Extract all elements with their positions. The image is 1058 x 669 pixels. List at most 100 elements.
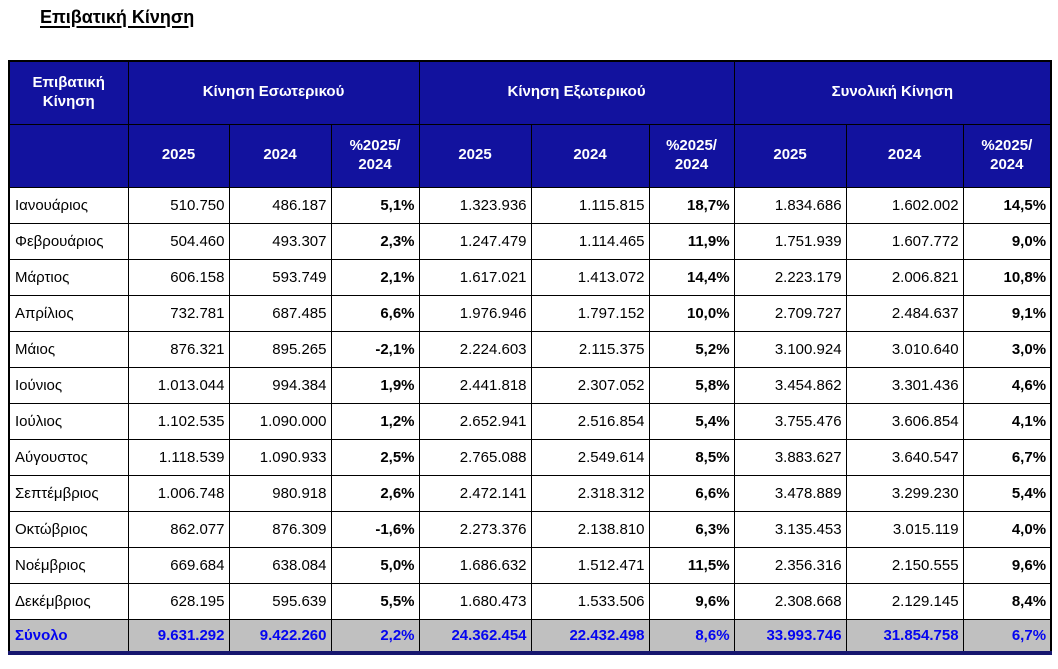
percent-cell: 5,4% [648, 402, 735, 440]
value-cell: 1.413.072 [530, 258, 650, 296]
percent-cell: 11,5% [648, 546, 735, 584]
table-row: Σεπτέμβριος 1.006.748 980.918 2,6% 2.472.141… [8, 474, 1052, 512]
value-cell: 1.115.815 [530, 186, 650, 224]
value-cell: 3.015.119 [845, 510, 964, 548]
percent-cell: 18,7% [648, 186, 735, 224]
percent-cell: 9,6% [962, 546, 1052, 584]
value-cell: 1.102.535 [127, 402, 230, 440]
month-cell: Αύγουστος [8, 438, 129, 476]
percent-cell: 1,2% [330, 402, 420, 440]
value-cell: 687.485 [228, 294, 332, 332]
month-cell: Φεβρουάριος [8, 222, 129, 260]
value-cell: 3.100.924 [733, 330, 847, 368]
value-cell: 876.309 [228, 510, 332, 548]
pct-header: %2025/ 2024 [330, 123, 420, 188]
value-cell: 1.247.479 [418, 222, 532, 260]
corner-header-cell: Επιβατική Κίνηση [8, 60, 129, 125]
value-cell: 3.454.862 [733, 366, 847, 404]
value-cell: 2.138.810 [530, 510, 650, 548]
value-cell: 3.299.230 [845, 474, 964, 512]
value-cell: 510.750 [127, 186, 230, 224]
value-cell: 1.114.465 [530, 222, 650, 260]
value-cell: 1.323.936 [418, 186, 532, 224]
month-cell: Μάρτιος [8, 258, 129, 296]
value-cell: 3.640.547 [845, 438, 964, 476]
percent-cell: 5,5% [330, 582, 420, 620]
percent-cell: 11,9% [648, 222, 735, 260]
year-header-2025: 2025 [733, 123, 847, 188]
value-cell: 732.781 [127, 294, 230, 332]
value-cell: 2.765.088 [418, 438, 532, 476]
page-title: Επιβατική Κίνηση [40, 7, 195, 27]
percent-cell: 10,8% [962, 258, 1052, 296]
pct-header: %2025/ 2024 [648, 123, 735, 188]
month-cell: Ιούνιος [8, 366, 129, 404]
value-cell: 3.301.436 [845, 366, 964, 404]
table-row: Ιούλιος 1.102.535 1.090.000 1,2% 2.652.941 2.… [8, 402, 1052, 440]
value-cell: 3.883.627 [733, 438, 847, 476]
value-cell: 638.084 [228, 546, 332, 584]
month-cell: Απρίλιος [8, 294, 129, 332]
value-cell: 9.631.292 [127, 618, 230, 654]
year-header-2024: 2024 [228, 123, 332, 188]
percent-cell: -2,1% [330, 330, 420, 368]
table-row: Δεκέμβριος 628.195 595.639 5,5% 1.680.473 1.5… [8, 582, 1052, 620]
percent-cell: 5,0% [330, 546, 420, 584]
value-cell: 33.993.746 [733, 618, 847, 654]
value-cell: 3.478.889 [733, 474, 847, 512]
value-cell: 3.010.640 [845, 330, 964, 368]
percent-cell: 1,9% [330, 366, 420, 404]
value-cell: 593.749 [228, 258, 332, 296]
value-cell: 3.606.854 [845, 402, 964, 440]
value-cell: 2.006.821 [845, 258, 964, 296]
value-cell: 1.680.473 [418, 582, 532, 620]
percent-cell: 14,5% [962, 186, 1052, 224]
value-cell: 1.797.152 [530, 294, 650, 332]
month-cell: Νοέμβριος [8, 546, 129, 584]
percent-cell: 6,7% [962, 438, 1052, 476]
value-cell: 2.307.052 [530, 366, 650, 404]
year-header-2024: 2024 [845, 123, 964, 188]
value-cell: 2.484.637 [845, 294, 964, 332]
percent-cell: 2,1% [330, 258, 420, 296]
value-cell: 2.709.727 [733, 294, 847, 332]
value-cell: 1.533.506 [530, 582, 650, 620]
percent-cell: 5,4% [962, 474, 1052, 512]
value-cell: 1.617.021 [418, 258, 532, 296]
total-row: Σύνολο 9.631.292 9.422.260 2,2% 24.362.454 22… [8, 618, 1052, 654]
month-cell: Οκτώβριος [8, 510, 129, 548]
value-cell: 504.460 [127, 222, 230, 260]
value-cell: 2.472.141 [418, 474, 532, 512]
percent-cell: 9,1% [962, 294, 1052, 332]
percent-cell: 2,2% [330, 618, 420, 654]
value-cell: 2.318.312 [530, 474, 650, 512]
table-row: Ιανουάριος 510.750 486.187 5,1% 1.323.936 1.1… [8, 186, 1052, 224]
month-cell: Μάιος [8, 330, 129, 368]
empty-header-cell [8, 123, 129, 188]
month-cell: Ιούλιος [8, 402, 129, 440]
percent-cell: 2,6% [330, 474, 420, 512]
percent-cell: 4,6% [962, 366, 1052, 404]
percent-cell: 5,2% [648, 330, 735, 368]
percent-cell: 9,0% [962, 222, 1052, 260]
percent-cell: 5,8% [648, 366, 735, 404]
value-cell: 2.652.941 [418, 402, 532, 440]
total-label-cell: Σύνολο [8, 618, 129, 654]
table-row: Απρίλιος 732.781 687.485 6,6% 1.976.946 1.797… [8, 294, 1052, 332]
value-cell: 1.090.933 [228, 438, 332, 476]
value-cell: 493.307 [228, 222, 332, 260]
value-cell: 980.918 [228, 474, 332, 512]
value-cell: 1.118.539 [127, 438, 230, 476]
value-cell: 2.150.555 [845, 546, 964, 584]
percent-cell: 10,0% [648, 294, 735, 332]
table-body: Ιανουάριος 510.750 486.187 5,1% 1.323.936 1.1… [8, 186, 1052, 654]
table-row: Φεβρουάριος 504.460 493.307 2,3% 1.247.479 1.… [8, 222, 1052, 260]
value-cell: 1.607.772 [845, 222, 964, 260]
month-cell: Δεκέμβριος [8, 582, 129, 620]
value-cell: 2.516.854 [530, 402, 650, 440]
value-cell: 862.077 [127, 510, 230, 548]
year-header-2025: 2025 [418, 123, 532, 188]
year-header-2025: 2025 [127, 123, 230, 188]
month-cell: Ιανουάριος [8, 186, 129, 224]
table-row: Ιούνιος 1.013.044 994.384 1,9% 2.441.818 2.30… [8, 366, 1052, 404]
